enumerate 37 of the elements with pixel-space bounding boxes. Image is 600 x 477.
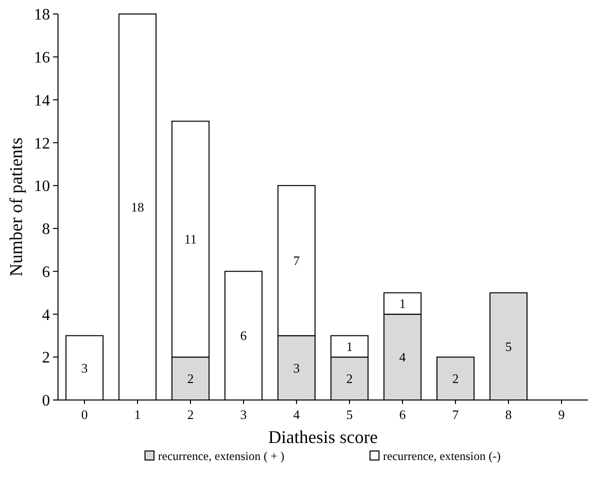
x-tick-label: 6 [399,407,406,422]
x-tick-label: 0 [81,407,88,422]
y-axis-title: Number of patients [6,138,26,276]
x-tick-label: 5 [346,407,353,422]
data-label: 2 [452,371,459,386]
data-label: 2 [187,371,194,386]
data-label: 7 [293,253,300,268]
x-tick-label: 1 [134,407,141,422]
data-label: 2 [346,371,353,386]
x-axis-title: Diathesis score [268,427,378,447]
y-tick-label: 4 [42,306,50,324]
data-label: 4 [399,350,406,365]
x-tick-label: 4 [293,407,300,422]
y-tick-label: 10 [34,178,50,196]
data-label: 18 [131,200,144,215]
y-tick-label: 12 [34,135,50,152]
y-tick-label: 6 [42,264,50,281]
data-label: 3 [81,360,88,376]
data-label: 6 [240,328,248,344]
y-tick-label: 2 [42,350,50,367]
x-tick-label: 8 [505,407,512,422]
data-label: 11 [184,232,197,247]
legend-label: recurrence, extension (-) [383,449,501,463]
legend-label: recurrence, extension ( + ) [158,449,284,463]
x-tick-label: 9 [558,407,565,422]
data-label: 3 [293,360,300,376]
y-tick-label: 8 [42,221,50,238]
y-tick-label: 16 [34,49,50,66]
x-tick-label: 7 [452,407,460,422]
x-tick-label: 2 [187,407,194,422]
y-tick-label: 18 [34,6,50,24]
y-tick-label: 0 [42,392,50,410]
x-tick-label: 3 [240,407,247,422]
data-label: 1 [399,296,406,312]
data-label: 5 [505,338,512,354]
data-label: 1 [346,338,353,354]
y-tick-label: 14 [34,92,50,110]
